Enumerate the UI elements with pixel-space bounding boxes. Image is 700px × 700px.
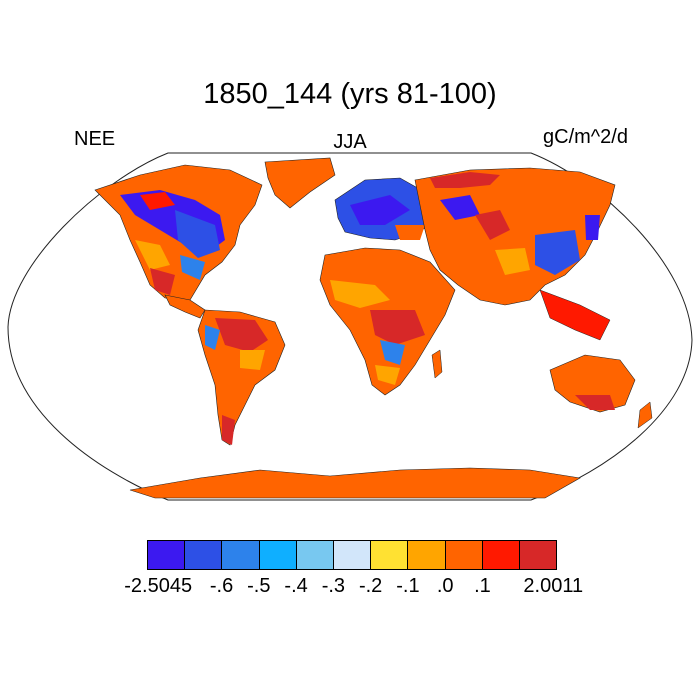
- colorbar-tick-label: .1: [474, 575, 491, 597]
- colorbar-box: [482, 541, 520, 569]
- colorbar-box: [185, 541, 223, 569]
- colorbar-box: [333, 541, 372, 569]
- colorbar-tick-label: -.5: [247, 575, 271, 597]
- colorbar-tick-label: -.2: [358, 575, 383, 597]
- variable-label: NEE: [74, 128, 116, 150]
- colorbar-tick-label: -2.5045: [124, 575, 193, 597]
- colorbar-box: [445, 541, 483, 569]
- colorbar-box: [148, 541, 186, 569]
- asia: [414, 167, 616, 341]
- colorbar-tick-label: -.3: [321, 575, 346, 597]
- colorbar-box: [519, 541, 557, 569]
- new-zealand: [637, 401, 653, 429]
- colorbar-tick-label: -.4: [284, 575, 308, 597]
- colorbar-tick-label: -.6: [209, 575, 234, 597]
- europe: [334, 177, 441, 241]
- colorbar-tick-label: 2.0011: [523, 575, 584, 597]
- africa: [319, 247, 456, 396]
- australia: [549, 354, 636, 413]
- colorbar-box: [259, 541, 297, 569]
- season-label: JJA: [333, 131, 367, 153]
- colorbar-tick-label: .0: [436, 575, 454, 597]
- units-label: gC/m^2/d: [543, 126, 628, 148]
- colorbar-box: [371, 541, 409, 569]
- colorbar: [147, 540, 557, 570]
- antarctica: [129, 467, 581, 499]
- madagascar: [431, 349, 443, 379]
- greenland: [264, 157, 336, 209]
- colorbar-box: [296, 541, 334, 569]
- south-america: [164, 294, 286, 446]
- colorbar-box: [222, 541, 260, 569]
- colorbar-tick-label: -.1: [396, 575, 420, 597]
- colorbar-box: [408, 541, 446, 569]
- map-title: 1850_144 (yrs 81-100): [203, 78, 497, 110]
- north-america: [94, 164, 263, 301]
